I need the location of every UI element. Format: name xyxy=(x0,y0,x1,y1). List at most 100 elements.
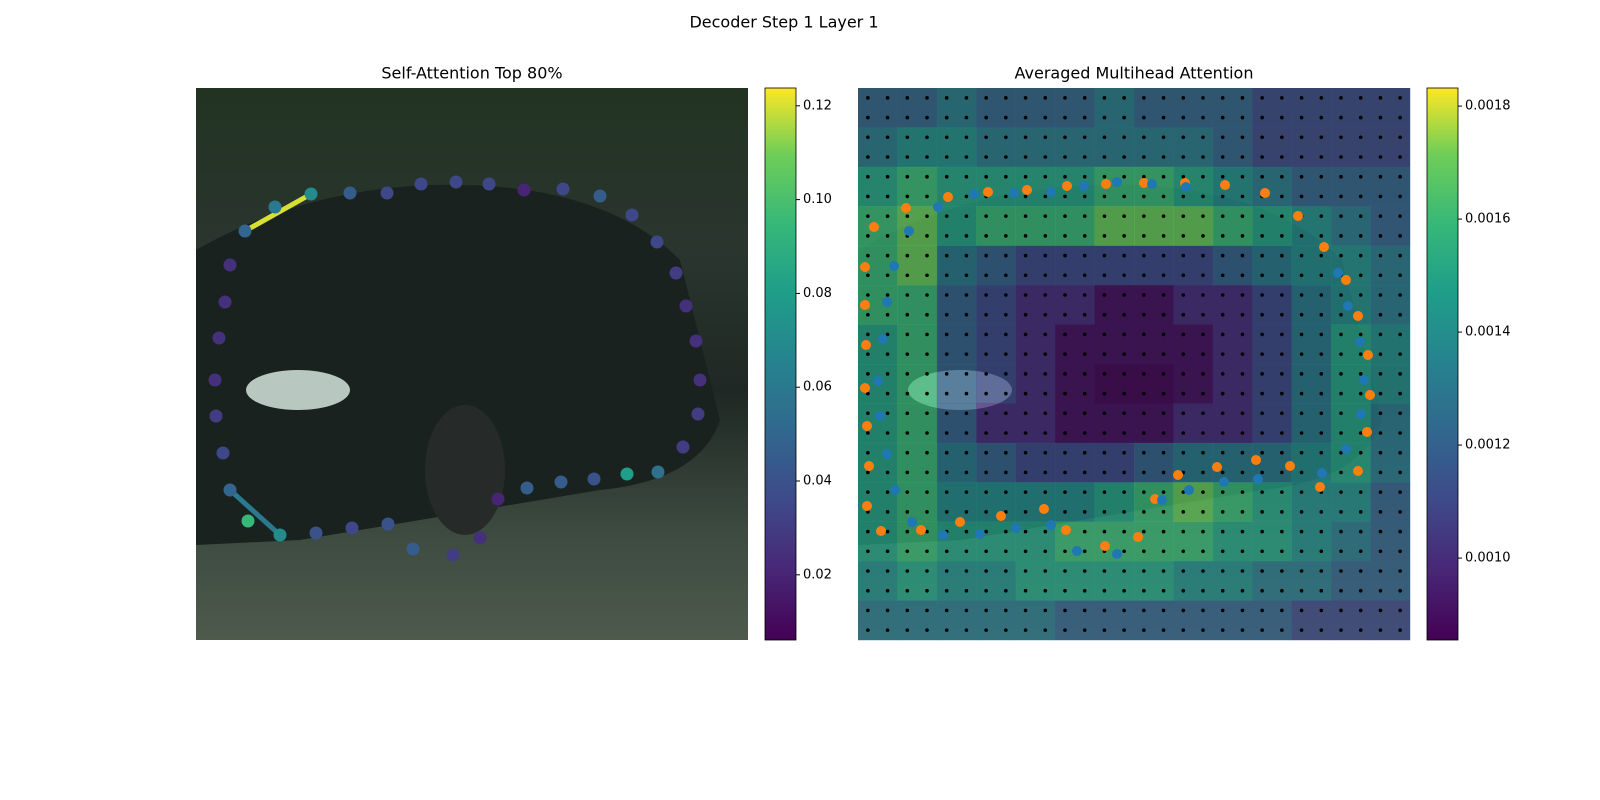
heatmap-cell xyxy=(1055,245,1095,286)
sampling-point xyxy=(1062,181,1072,191)
reference-dot xyxy=(1161,115,1166,120)
reference-dot xyxy=(1023,174,1028,179)
reference-dot xyxy=(1299,391,1304,396)
heatmap-cell xyxy=(1370,166,1411,207)
reference-dot xyxy=(905,253,910,258)
reference-dot xyxy=(1004,135,1008,140)
reference-dot xyxy=(1201,115,1205,120)
reference-dot xyxy=(944,273,949,278)
reference-dot xyxy=(964,450,969,455)
reference-dot xyxy=(1319,293,1324,297)
reference-dot xyxy=(1260,115,1264,120)
heatmap-cell xyxy=(1094,285,1135,325)
reference-dot xyxy=(1299,293,1304,297)
reference-dot xyxy=(1142,628,1146,632)
reference-dot xyxy=(1220,588,1225,593)
reference-dot xyxy=(925,96,929,100)
reference-dot xyxy=(1280,332,1284,337)
heatmap-cell xyxy=(1015,88,1056,128)
reference-dot xyxy=(925,332,929,337)
reference-dot xyxy=(964,628,969,632)
reference-dot xyxy=(1023,470,1028,475)
reference-dot xyxy=(1220,312,1225,317)
reference-dot xyxy=(1142,470,1146,475)
reference-dot xyxy=(944,293,949,297)
reference-dot xyxy=(885,214,890,218)
reference-dot xyxy=(1142,253,1146,258)
sampling-point xyxy=(996,511,1006,521)
reference-dot xyxy=(1063,510,1067,514)
sampling-point xyxy=(861,340,871,350)
reference-dot xyxy=(964,332,969,337)
reference-dot xyxy=(1260,214,1264,218)
heatmap-cell xyxy=(936,521,977,562)
heatmap-cell xyxy=(858,442,898,483)
heatmap-cell xyxy=(897,127,938,168)
heatmap-cell xyxy=(1212,127,1253,168)
reference-dot xyxy=(1240,174,1245,179)
heatmap-cell xyxy=(976,285,1017,325)
reference-dot xyxy=(1161,96,1166,100)
reference-dot xyxy=(1299,411,1304,416)
heatmap-cell xyxy=(1015,561,1056,601)
reference-dot xyxy=(944,155,949,159)
reference-dot xyxy=(1161,391,1166,396)
reference-dot xyxy=(944,510,949,514)
reference-dot xyxy=(1260,253,1264,258)
reference-dot xyxy=(984,490,988,494)
heatmap-cell xyxy=(897,166,938,207)
heatmap-cell xyxy=(1331,127,1371,168)
reference-dot xyxy=(1161,293,1166,297)
reference-dot xyxy=(1122,293,1126,297)
reference-dot xyxy=(944,174,949,179)
colorbar xyxy=(764,87,797,641)
reference-dot xyxy=(1240,194,1245,199)
sampling-point xyxy=(1219,477,1229,487)
reference-dot xyxy=(1280,96,1284,100)
reference-dot xyxy=(1004,450,1008,455)
reference-dot xyxy=(1102,490,1107,494)
reference-dot xyxy=(1161,411,1166,416)
reference-dot xyxy=(1122,194,1126,199)
heatmap-cell xyxy=(1055,442,1095,483)
reference-dot xyxy=(866,490,870,494)
point xyxy=(304,187,318,201)
reference-dot xyxy=(925,470,929,475)
reference-dot xyxy=(984,391,988,396)
reference-dot xyxy=(1043,391,1048,396)
colorbar-tick-label: 0.12 xyxy=(803,98,832,113)
reference-dot xyxy=(1082,529,1087,534)
reference-dot xyxy=(964,372,969,376)
reference-dot xyxy=(1142,411,1146,416)
reference-dot xyxy=(944,608,949,613)
reference-dot xyxy=(944,115,949,120)
reference-dot xyxy=(1122,411,1126,416)
reference-dot xyxy=(1161,372,1166,376)
heatmap-cell xyxy=(1094,364,1135,404)
reference-dot xyxy=(1161,135,1166,140)
reference-dot xyxy=(1299,115,1304,120)
reference-dot xyxy=(1181,628,1186,632)
reference-dot xyxy=(1201,628,1205,632)
reference-dot xyxy=(1339,431,1343,435)
reference-dot xyxy=(866,115,870,120)
photo-left xyxy=(196,88,748,640)
reference-dot xyxy=(1082,569,1087,573)
reference-dot xyxy=(1181,529,1186,534)
reference-dot xyxy=(925,174,929,179)
reference-dot xyxy=(866,431,870,435)
heatmap-cell xyxy=(936,600,977,641)
reference-dot xyxy=(1220,352,1225,356)
reference-dot xyxy=(1220,332,1225,337)
reference-dot xyxy=(1043,273,1048,278)
reference-dot xyxy=(925,135,929,140)
reference-dot xyxy=(1082,411,1087,416)
reference-dot xyxy=(1004,470,1008,475)
reference-dot xyxy=(1280,391,1284,396)
reference-dot xyxy=(1181,588,1186,593)
sampling-point xyxy=(1184,485,1194,495)
reference-dot xyxy=(1004,588,1008,593)
reference-dot xyxy=(1142,293,1146,297)
reference-dot xyxy=(885,352,890,356)
reference-dot xyxy=(1280,253,1284,258)
